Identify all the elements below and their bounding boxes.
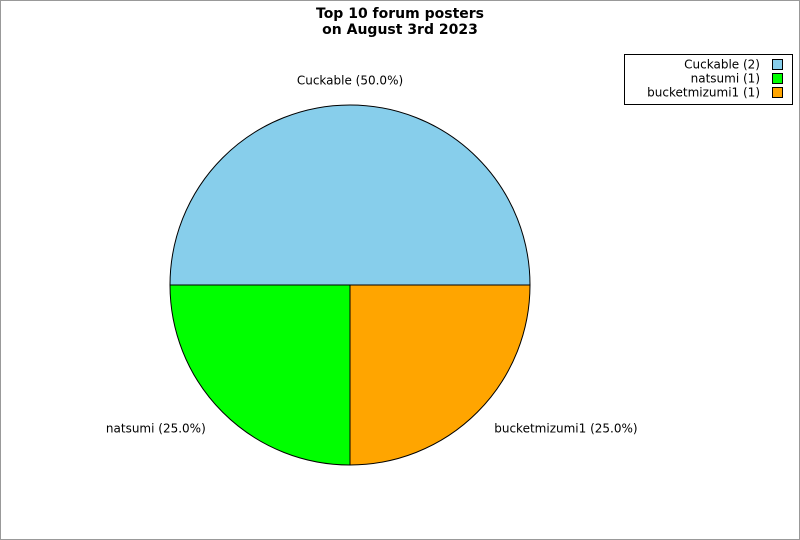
slice-label: Cuckable (50.0%)	[297, 74, 403, 88]
pie-slice	[169, 104, 531, 286]
legend-box	[624, 54, 793, 105]
legend-label: bucketmizumi1 (1)	[647, 86, 760, 100]
legend-swatch	[772, 73, 783, 84]
pie-slice	[349, 284, 531, 466]
chart-title: Top 10 forum posters	[316, 6, 484, 22]
chart-subtitle: on August 3rd 2023	[322, 22, 478, 38]
slice-label: bucketmizumi1 (25.0%)	[494, 422, 637, 436]
legend-swatch	[772, 87, 783, 98]
legend-swatch	[772, 59, 783, 70]
legend-label: Cuckable (2)	[684, 58, 760, 72]
legend-label: natsumi (1)	[691, 72, 760, 86]
slice-label: natsumi (25.0%)	[106, 422, 206, 436]
pie-slice	[169, 284, 351, 466]
